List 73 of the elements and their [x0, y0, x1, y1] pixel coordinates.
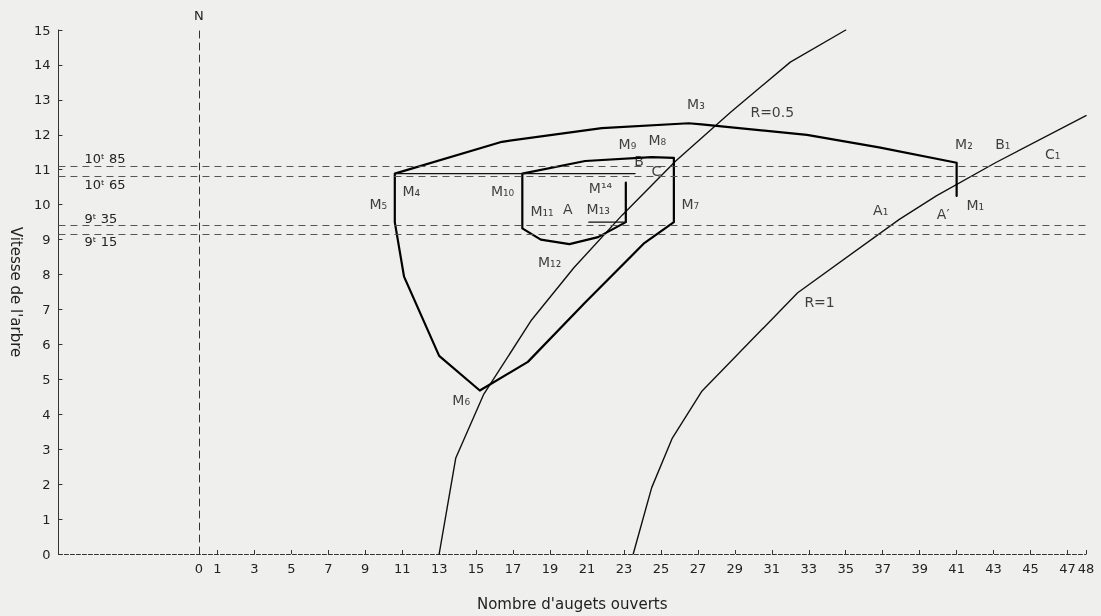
x-tick-label: 19 — [541, 561, 559, 576]
annotation: M₂ — [955, 135, 973, 152]
annotation: M₁₁ — [530, 202, 554, 219]
y-tick-label: 8 — [42, 267, 51, 283]
annotation: C₁ — [1044, 146, 1061, 163]
y-tick-label: 9 — [42, 232, 51, 248]
y-tick-label: 3 — [42, 441, 51, 457]
annotation: R=0.5 — [750, 103, 795, 120]
y-tick-label: 10 — [33, 197, 51, 213]
x-tick-label: 15 — [467, 561, 485, 576]
y-tick-label: 2 — [42, 476, 51, 492]
line-series — [438, 29, 847, 555]
y-axis-title: Vitesse de l'arbre — [6, 226, 25, 358]
y-tick-label: 5 — [42, 371, 51, 387]
x-tick-label: 31 — [763, 561, 781, 576]
x-tick-label: 23 — [615, 561, 633, 576]
annotation: B₁ — [995, 135, 1011, 152]
x-tick-label: 13 — [430, 561, 448, 576]
x-tick-label: 21 — [578, 561, 596, 576]
annotation: A₁ — [873, 202, 889, 219]
annotation: M₁ — [966, 196, 985, 213]
y-tick-label: 0 — [42, 546, 51, 562]
annotation: A — [563, 200, 574, 217]
x-tick-label: 5 — [287, 561, 296, 576]
ref-line-label: 10ᵗ 65 — [84, 176, 126, 192]
x-tick-label: 41 — [948, 561, 965, 576]
x-tick-label: 45 — [1022, 561, 1039, 576]
ref-line-label: N — [194, 8, 204, 23]
x-tick-label: 0 — [194, 561, 204, 576]
x-tick-label: 27 — [689, 561, 707, 576]
annotation: M₈ — [648, 132, 667, 149]
y-tick-label: 13 — [33, 92, 51, 108]
annotation: M₆ — [452, 391, 471, 408]
x-tick-label: 47 — [1059, 561, 1076, 576]
y-tick-label: 4 — [42, 406, 51, 422]
x-tick-label: 7 — [324, 561, 333, 576]
x-tick-label: 25 — [652, 561, 670, 576]
ref-line-label: 10ᵗ 85 — [84, 151, 126, 167]
x-tick-label: 11 — [393, 561, 411, 576]
y-tick-label: 1 — [42, 511, 51, 527]
y-tick-label: 11 — [33, 162, 51, 178]
x-tick-label: 43 — [985, 561, 1002, 576]
x-tick-label: 1 — [213, 561, 222, 576]
annotation: M¹⁴ — [588, 179, 613, 196]
y-tick-label: 15 — [33, 22, 51, 38]
x-tick-label: 39 — [911, 561, 928, 576]
annotation: C — [651, 163, 662, 180]
x-axis-title: Nombre d'augets ouverts — [476, 594, 668, 613]
x-tick-label: 17 — [504, 561, 522, 576]
annotation: M₁₃ — [586, 200, 610, 217]
annotation: M₇ — [681, 196, 700, 213]
x-tick-label: 3 — [250, 561, 259, 576]
x-tick-label: 35 — [837, 561, 855, 576]
y-tick-label: 14 — [33, 57, 51, 73]
x-tick-label: 33 — [800, 561, 818, 576]
ref-line-label: 9ᵗ 15 — [84, 234, 118, 250]
annotation: A′ — [936, 205, 950, 222]
x-tick-label: 9 — [361, 561, 370, 576]
y-tick-label: 6 — [42, 336, 51, 352]
ref-line-label: 9ᵗ 35 — [84, 210, 118, 226]
y-tick-label: 7 — [42, 301, 51, 317]
annotation: M₄ — [402, 183, 421, 200]
annotation: M₃ — [687, 96, 705, 113]
annotation: M₅ — [369, 196, 388, 213]
x-tick-label: 37 — [874, 561, 891, 576]
line-series — [393, 122, 958, 392]
x-tick-label: 48 — [1077, 561, 1095, 576]
x-tick-label: 29 — [726, 561, 744, 576]
annotation: M₁₂ — [538, 253, 562, 270]
y-tick-label: 12 — [33, 127, 51, 143]
annotation: M₉ — [618, 135, 637, 152]
annotation: R=1 — [804, 293, 835, 310]
annotation: M₁₀ — [490, 183, 515, 200]
